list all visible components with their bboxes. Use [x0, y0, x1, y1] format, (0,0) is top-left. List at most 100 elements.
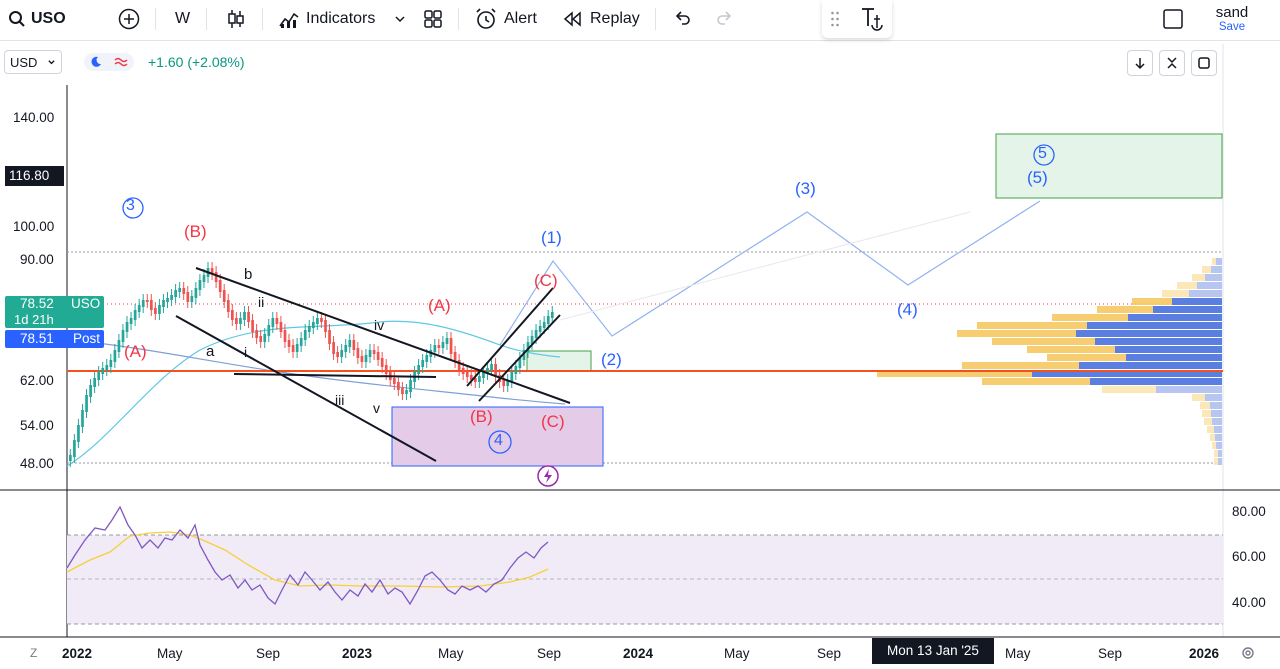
bar-countdown: 1d 21h: [14, 312, 54, 327]
rsi-tick: 40.00: [1232, 595, 1266, 610]
candle-body: [77, 425, 80, 442]
candle-body: [534, 330, 538, 338]
wave-label-5: (5): [1027, 168, 1048, 187]
redo-button[interactable]: [715, 6, 735, 32]
candle-body: [453, 352, 457, 362]
trendline-upper[interactable]: [195, 267, 571, 404]
candle-body: [518, 358, 522, 368]
projected-wave-path[interactable]: [499, 200, 1041, 346]
candle-body: [360, 356, 364, 362]
target-box-wave-5[interactable]: [995, 133, 1223, 199]
fullscreen-toggle[interactable]: [1162, 6, 1184, 32]
candle-body: [150, 300, 153, 310]
toolbar-divider: [155, 8, 156, 30]
wave-5-circle: [1033, 144, 1055, 166]
candle-body: [170, 295, 173, 300]
projection-ray: [559, 211, 971, 321]
candle-body: [222, 290, 226, 302]
last-price-tag: 78.52 USO 1d 21h: [5, 296, 104, 328]
candle-body: [154, 308, 157, 314]
time-tick: Sep: [537, 646, 562, 661]
trendline-lower[interactable]: [175, 315, 437, 462]
gear-icon: [1242, 647, 1254, 659]
rewind-icon: [563, 11, 581, 27]
trendline-horizontal[interactable]: [233, 373, 437, 378]
candle-body: [506, 380, 510, 386]
wave-label-C1: (C): [534, 271, 558, 290]
candle-body: [393, 378, 396, 384]
candle-body: [129, 318, 133, 324]
candle-body: [271, 318, 275, 327]
log-scale-toggle[interactable]: Z: [30, 646, 38, 660]
volume-profile-row: [1156, 386, 1222, 393]
indicators-button[interactable]: Indicators: [278, 6, 375, 32]
candle-body: [259, 336, 263, 342]
wave-label-B1: (B): [184, 222, 207, 241]
indicators-dropdown[interactable]: [394, 6, 406, 32]
layouts-button[interactable]: [422, 6, 444, 32]
save-label: Save: [1218, 21, 1246, 33]
undo-button[interactable]: [672, 6, 692, 32]
volume-profile-row: [1153, 306, 1222, 313]
candle-body: [372, 350, 376, 354]
candle-body: [437, 345, 441, 348]
volume-profile-row: [1218, 458, 1222, 465]
candle-body: [113, 350, 117, 362]
candle-body: [409, 380, 412, 392]
channel-line-lower[interactable]: [478, 314, 561, 402]
wave-label-C2: (C): [541, 412, 565, 431]
save-button[interactable]: sand Save: [1210, 5, 1254, 34]
candle-body: [376, 352, 380, 360]
drag-handle-icon[interactable]: [830, 10, 840, 28]
compare-button[interactable]: [118, 6, 140, 32]
candle-body: [474, 378, 477, 382]
candle-body: [457, 360, 461, 370]
candle-body: [352, 340, 356, 350]
arrow-down-icon: [1135, 58, 1145, 70]
volume-profile-row: [1211, 410, 1222, 417]
text-anchor-icon[interactable]: [860, 6, 884, 32]
moving-average-slow: [66, 339, 566, 405]
post-label: Post: [73, 331, 101, 346]
time-tick: May: [1005, 646, 1031, 661]
time-tick: 2023: [342, 646, 373, 661]
candle-body: [542, 322, 546, 328]
chart-type-button[interactable]: [225, 6, 247, 32]
maximize-pane-button[interactable]: [1191, 50, 1217, 76]
volume-profile-row: [1197, 282, 1222, 289]
candle-body: [287, 340, 291, 347]
scroll-down-button[interactable]: [1127, 50, 1153, 76]
candle-body: [226, 300, 230, 312]
wave-icon: [114, 57, 128, 67]
channel-line-upper[interactable]: [466, 287, 554, 387]
candle-body: [93, 378, 96, 387]
candle-body: [295, 344, 299, 352]
collapse-button[interactable]: [1159, 50, 1185, 76]
replay-button[interactable]: Replay: [562, 6, 640, 32]
search-icon: [9, 11, 25, 27]
candle-body: [145, 300, 149, 302]
currency-select[interactable]: USD: [4, 50, 62, 74]
price-tick: 62.00: [20, 373, 54, 388]
session-indicators[interactable]: [84, 53, 134, 71]
square-icon: [1163, 9, 1183, 29]
alert-button[interactable]: Alert: [474, 6, 537, 32]
candle-body: [494, 364, 497, 377]
time-tick: May: [157, 646, 183, 661]
candle-body: [401, 388, 404, 394]
candle-body: [530, 336, 534, 344]
symbol-search[interactable]: USO: [8, 6, 66, 32]
volume-profile: [877, 258, 1222, 465]
subwave-label-iii: iii: [335, 392, 345, 408]
candle-body: [433, 345, 437, 352]
candle-body: [166, 298, 169, 302]
settings-button[interactable]: [1240, 645, 1256, 666]
candle-body: [482, 372, 485, 378]
volume-profile-row: [1216, 258, 1222, 265]
currency-label: USD: [10, 54, 38, 70]
candle-body: [397, 382, 400, 390]
candle-body: [425, 355, 429, 362]
interval-button[interactable]: W: [175, 6, 190, 32]
time-tick: Sep: [1098, 646, 1123, 661]
